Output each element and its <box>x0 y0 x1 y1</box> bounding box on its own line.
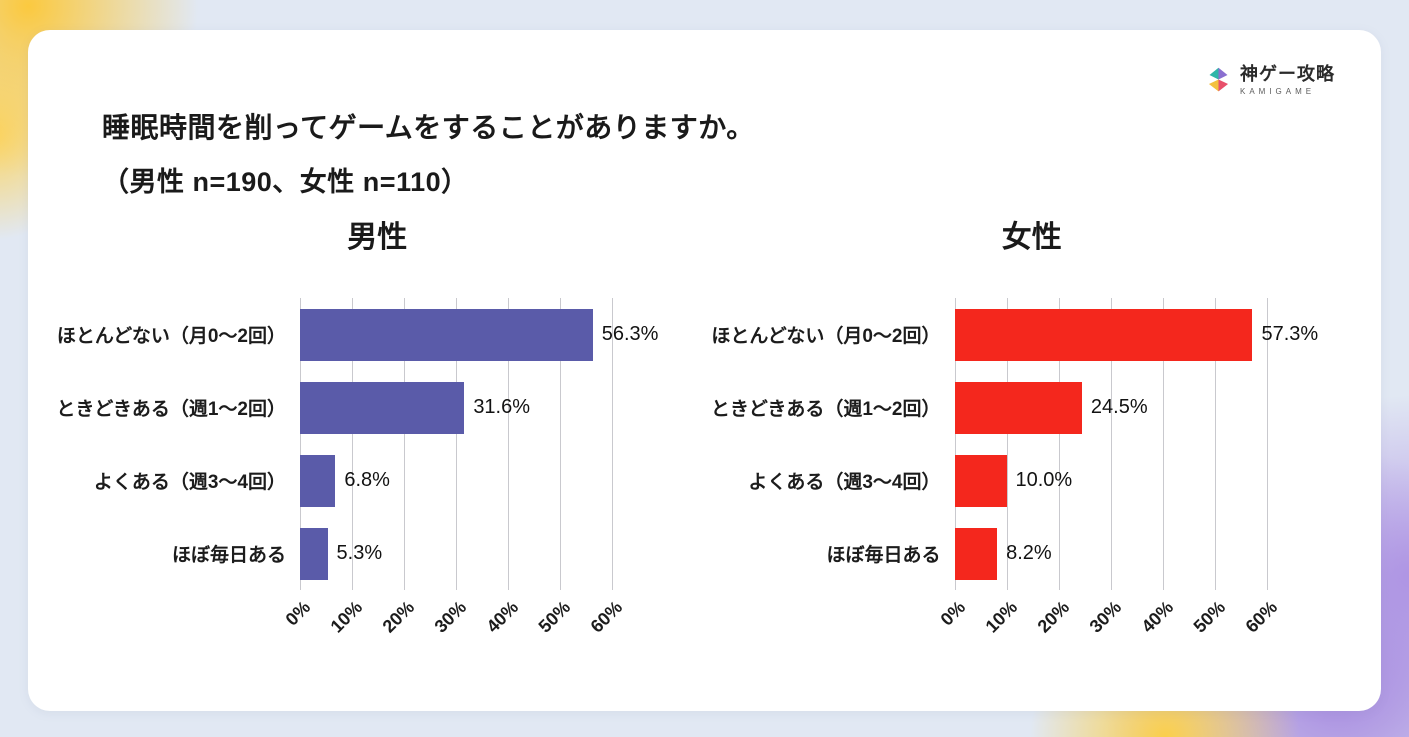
gridline <box>1006 298 1008 590</box>
category-label: ときどきある（週1〜2回） <box>710 399 941 420</box>
brand-subtext: KAMIGAME <box>1240 86 1316 96</box>
bar-row: 31.6% <box>300 371 612 444</box>
gridline <box>300 298 301 590</box>
logo-texts: 神ゲー攻略 KAMIGAME <box>1240 64 1335 96</box>
bar <box>954 527 998 580</box>
plot-area: 56.3% 31.6% 6.8% 5.3% <box>300 298 658 590</box>
value-label: 6.8% <box>344 469 390 491</box>
x-axis: 0% 10% 20% 30% 40% 50% 60% <box>282 590 627 662</box>
category-labels: ほとんどない（月0〜2回） ときどきある（週1〜2回） よくある（週3〜4回） ほぼ毎… <box>710 298 955 662</box>
plot-area: 57.3% 24.5% 10.0% 8.2% <box>954 298 1318 590</box>
chart-title-male: 男性 <box>347 221 408 254</box>
value-label: 5.3% <box>336 542 383 564</box>
value-label: 24.5% <box>1090 396 1148 418</box>
bar-row: 6.8% <box>300 444 612 517</box>
sample-size-subtitle: （男性 n=190、女性 n=110） <box>102 167 469 197</box>
chart-card: 神ゲー攻略 KAMIGAME 睡眠時間を削ってゲームをすることがありますか。 （… <box>28 30 1381 711</box>
charts-row: 男性 ほとんどない（月0〜2回） ときどきある（週1〜2回） よくある（週3〜4回）… <box>50 212 1359 662</box>
value-label: 10.0% <box>1015 469 1073 491</box>
chart-female: 女性 ほとんどない（月0〜2回） ときどきある（週1〜2回） よくある（週3〜4回）… <box>705 212 1360 662</box>
value-label: 56.3% <box>601 323 659 345</box>
bar-row: 10.0% <box>954 444 1267 517</box>
x-axis-tick-label: 20% <box>378 597 419 637</box>
bar <box>954 381 1082 434</box>
x-axis-tick-label: 10% <box>981 597 1021 637</box>
plot-column: 56.3% 31.6% 6.8% 5.3% 0% 10% 20% 30% 40% 50% 60% <box>282 298 695 662</box>
gridline <box>560 298 561 590</box>
chart-heading: 睡眠時間を削ってゲームをすることがありますか。 （男性 n=190、女性 n=1… <box>102 106 755 199</box>
bar <box>954 454 1007 507</box>
category-label: ほとんどない（月0〜2回） <box>56 326 286 347</box>
chart-male: 男性 ほとんどない（月0〜2回） ときどきある（週1〜2回） よくある（週3〜4回）… <box>50 212 705 662</box>
bar-row: 57.3% <box>954 298 1318 371</box>
x-axis-tick-label: 30% <box>430 597 471 637</box>
bar-row: 24.5% <box>954 371 1267 444</box>
brand-name: 神ゲー攻略 <box>1240 64 1335 84</box>
bar <box>954 308 1253 361</box>
gridline <box>1162 298 1164 590</box>
gridline <box>954 298 956 590</box>
gridline <box>508 298 509 590</box>
bar <box>300 454 336 507</box>
x-axis-tick-label: 50% <box>1189 597 1229 637</box>
chart-body: ほとんどない（月0〜2回） ときどきある（週1〜2回） よくある（週3〜4回） ほぼ毎… <box>710 298 1350 662</box>
gridline <box>1214 298 1216 590</box>
gridline <box>404 298 405 590</box>
kamigame-logo: 神ゲー攻略 KAMIGAME <box>1205 64 1335 96</box>
category-label: ときどきある（週1〜2回） <box>56 399 286 420</box>
gridline <box>456 298 457 590</box>
category-label: ほぼ毎日ある <box>826 545 941 566</box>
bar-row: 8.2% <box>954 517 1267 590</box>
bar <box>300 308 593 361</box>
x-axis-tick-label: 20% <box>1033 597 1073 637</box>
bar-row: 56.3% <box>300 298 658 371</box>
category-label: よくある（週3〜4回） <box>748 472 941 493</box>
kamigame-icon <box>1205 66 1232 93</box>
category-label: ほとんどない（月0〜2回） <box>711 326 941 347</box>
x-axis-tick-label: 30% <box>1085 597 1125 637</box>
chart-body: ほとんどない（月0〜2回） ときどきある（週1〜2回） よくある（週3〜4回） ほぼ毎… <box>56 298 695 662</box>
bar <box>300 527 328 580</box>
x-axis-tick-label: 40% <box>482 597 523 637</box>
gridline <box>612 298 613 590</box>
survey-question-title: 睡眠時間を削ってゲームをすることがありますか。 <box>102 112 755 143</box>
category-label: ほぼ毎日ある <box>171 545 286 566</box>
x-axis-tick-label: 40% <box>1137 597 1177 637</box>
category-label: よくある（週3〜4回） <box>93 472 286 493</box>
gridline <box>1058 298 1060 590</box>
plot-column: 57.3% 24.5% 10.0% 8.2% 0% 10% 20% 30% 40% 50% 60% <box>936 298 1350 662</box>
gridline <box>352 298 353 590</box>
value-label: 57.3% <box>1261 323 1319 345</box>
x-axis-tick-label: 10% <box>326 597 367 637</box>
value-label: 8.2% <box>1006 542 1052 564</box>
category-labels: ほとんどない（月0〜2回） ときどきある（週1〜2回） よくある（週3〜4回） ほぼ毎… <box>56 298 300 662</box>
value-label: 31.6% <box>473 396 531 418</box>
x-axis: 0% 10% 20% 30% 40% 50% 60% <box>936 590 1281 662</box>
gridline <box>1110 298 1112 590</box>
x-axis-tick-label: 60% <box>1241 597 1281 637</box>
bar <box>300 381 465 434</box>
bar-row: 5.3% <box>300 517 612 590</box>
gridline <box>1266 298 1268 590</box>
chart-title-female: 女性 <box>1001 221 1062 254</box>
x-axis-tick-label: 60% <box>586 597 627 637</box>
x-axis-tick-label: 50% <box>534 597 575 637</box>
